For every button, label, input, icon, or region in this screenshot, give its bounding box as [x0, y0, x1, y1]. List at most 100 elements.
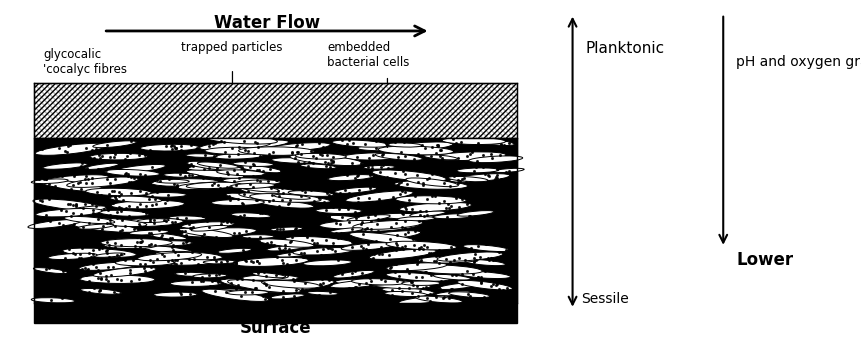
Point — [287, 266, 300, 272]
Point — [200, 202, 214, 208]
Point — [66, 250, 80, 256]
Ellipse shape — [437, 252, 503, 261]
Point — [313, 292, 326, 298]
Point — [133, 239, 146, 245]
Point — [60, 201, 74, 207]
Point — [386, 158, 400, 164]
Point — [476, 152, 490, 158]
Point — [350, 173, 364, 179]
Point — [343, 219, 356, 225]
Point — [302, 186, 316, 191]
Point — [337, 267, 350, 272]
Point — [170, 215, 184, 221]
Point — [384, 182, 398, 187]
Point — [47, 193, 61, 198]
Ellipse shape — [395, 196, 467, 204]
Point — [92, 159, 106, 165]
Point — [388, 269, 402, 275]
Point — [355, 274, 369, 280]
Point — [390, 182, 404, 187]
Point — [349, 291, 362, 297]
Point — [42, 181, 56, 186]
Point — [446, 238, 460, 244]
Point — [40, 248, 53, 254]
Point — [251, 270, 265, 276]
Point — [345, 160, 359, 166]
Point — [223, 197, 237, 203]
Point — [179, 239, 193, 245]
Point — [385, 288, 399, 293]
Point — [306, 225, 319, 231]
Point — [331, 206, 345, 212]
Point — [493, 179, 507, 184]
Point — [110, 209, 124, 215]
Text: pH and oxygen gradient: pH and oxygen gradient — [736, 55, 861, 69]
Point — [84, 138, 98, 143]
Point — [150, 202, 164, 207]
Point — [71, 181, 85, 186]
Point — [214, 218, 228, 224]
Point — [362, 274, 376, 280]
Point — [443, 295, 456, 301]
Ellipse shape — [328, 175, 374, 181]
Point — [227, 179, 241, 184]
Point — [112, 189, 126, 195]
Point — [315, 183, 329, 188]
Point — [480, 190, 493, 195]
Point — [379, 261, 393, 266]
Point — [107, 154, 121, 159]
Point — [214, 221, 227, 227]
Point — [201, 165, 215, 171]
Point — [319, 159, 332, 164]
Point — [412, 294, 425, 299]
Point — [221, 270, 235, 275]
Point — [422, 250, 436, 255]
Ellipse shape — [148, 241, 192, 246]
Point — [269, 228, 282, 234]
Point — [456, 176, 470, 181]
Point — [40, 217, 53, 223]
Point — [266, 197, 280, 203]
Point — [244, 206, 257, 212]
Point — [221, 171, 235, 176]
Point — [163, 176, 177, 182]
Point — [281, 205, 294, 210]
Point — [360, 168, 374, 173]
Point — [289, 139, 303, 144]
Point — [428, 193, 442, 198]
Point — [241, 148, 255, 153]
Point — [437, 295, 450, 301]
Point — [393, 273, 406, 279]
Point — [347, 239, 361, 245]
Point — [180, 165, 194, 170]
Point — [128, 283, 142, 288]
Ellipse shape — [114, 164, 165, 173]
Point — [395, 244, 409, 249]
Point — [245, 258, 258, 264]
Point — [101, 207, 115, 212]
Point — [87, 148, 101, 154]
Point — [127, 226, 141, 232]
Point — [294, 151, 308, 157]
Point — [125, 158, 139, 163]
Point — [263, 198, 276, 203]
Point — [207, 180, 220, 185]
Point — [354, 163, 368, 168]
Point — [178, 271, 192, 276]
Point — [438, 165, 452, 171]
Point — [326, 154, 340, 159]
Point — [56, 261, 70, 267]
Point — [175, 148, 189, 153]
Point — [45, 184, 59, 190]
Point — [455, 218, 468, 223]
Point — [473, 188, 486, 194]
Point — [361, 241, 375, 246]
Point — [325, 265, 338, 270]
Point — [306, 153, 319, 159]
Point — [342, 191, 356, 196]
Point — [340, 141, 354, 147]
Point — [398, 218, 412, 224]
Point — [63, 292, 77, 298]
Point — [444, 286, 458, 292]
Point — [465, 234, 479, 240]
